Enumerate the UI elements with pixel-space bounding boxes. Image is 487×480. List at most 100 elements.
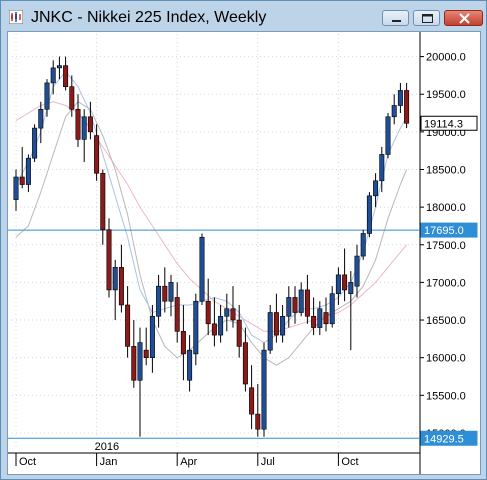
candle-body (94, 135, 100, 174)
candle (385, 113, 391, 159)
candle-body (360, 233, 366, 257)
y-tick-label: 20000.0 (426, 52, 466, 64)
y-tick-label: 16000.0 (426, 353, 466, 365)
candle-body (230, 308, 236, 321)
moving-average-mid-line (15, 101, 408, 366)
candle-body (255, 413, 261, 430)
candle-body (205, 300, 211, 325)
candlestick-chart[interactable]: 20000.019500.019000.018500.018000.017500… (8, 32, 480, 474)
candle (317, 301, 323, 336)
price-label-box (420, 430, 478, 446)
candle-body (304, 289, 310, 317)
candle-body (25, 157, 31, 185)
candle (106, 218, 112, 298)
x-tick-label: Jan (100, 456, 118, 468)
y-tick-label: 16500.0 (426, 315, 466, 327)
candle-body (69, 86, 75, 110)
candle-body (335, 274, 341, 294)
candle-body (180, 331, 186, 355)
candle-body (218, 315, 224, 336)
chart-area[interactable]: 20000.0 19500.0 19000.0 18500.0 18000.0 17500… (7, 31, 481, 475)
maximize-button[interactable] (413, 10, 440, 26)
candle-body (100, 172, 106, 231)
title-bar[interactable]: JNKC - Nikkei 225 Index, Weekly (1, 1, 486, 31)
candle-body (342, 274, 348, 291)
candle-body (168, 282, 174, 302)
candle (342, 248, 348, 302)
candle-body (118, 267, 124, 306)
candle-body (385, 116, 391, 155)
candle (267, 304, 273, 354)
candle-body (242, 342, 248, 385)
candle (156, 274, 162, 328)
candle-body (286, 297, 292, 317)
candle (348, 271, 354, 351)
y-tick-label: 17500.0 (426, 240, 466, 252)
price-label: 17695.0 (424, 225, 464, 237)
candle (304, 274, 310, 324)
candle (230, 286, 236, 328)
candle-body (13, 176, 19, 200)
candle-body (211, 323, 217, 336)
candle-body (38, 108, 44, 129)
candle-body (149, 315, 155, 358)
candle-body (106, 229, 112, 291)
candle (236, 304, 242, 358)
year-label: 2016 (95, 441, 119, 453)
candle-body (292, 297, 298, 313)
minimize-button[interactable] (382, 10, 409, 26)
candle-body (311, 315, 317, 328)
candle (255, 384, 261, 437)
chart-app-icon (9, 10, 23, 24)
candle (273, 293, 279, 343)
candle (199, 233, 205, 305)
candle (118, 244, 124, 313)
candle-body (261, 349, 267, 430)
candle (149, 304, 155, 373)
candle-body (112, 267, 118, 291)
candle (286, 286, 292, 328)
candle (187, 335, 193, 392)
candle-body (199, 236, 205, 302)
candle (174, 282, 180, 343)
candle-body (143, 349, 149, 358)
candle (63, 56, 69, 91)
candle-body (131, 346, 137, 381)
candle (397, 82, 403, 114)
moving-average-slow-line (15, 101, 407, 332)
candle (335, 267, 341, 305)
price-label: 14929.5 (424, 433, 464, 445)
candle-body (329, 293, 335, 325)
candle (131, 320, 137, 388)
candle (137, 327, 143, 437)
candle (360, 229, 366, 260)
candle (143, 327, 149, 366)
candle (162, 267, 168, 313)
x-tick-label: Apr (180, 456, 197, 468)
candle-body (56, 65, 62, 69)
candle-body (354, 255, 360, 287)
candle (56, 56, 62, 80)
candle-body (391, 105, 397, 118)
candle (50, 60, 56, 95)
candle-body (379, 154, 385, 182)
candle (205, 278, 211, 336)
candle (32, 124, 38, 162)
y-tick-label: 15500.0 (426, 390, 466, 402)
candle-body (125, 304, 131, 347)
candle-body (267, 312, 273, 351)
candle-body (193, 300, 199, 355)
candle (168, 274, 174, 317)
close-button[interactable] (444, 10, 483, 26)
candle-body (187, 349, 193, 381)
y-tick-label: 18500.0 (426, 164, 466, 176)
candle-body (348, 282, 354, 294)
candle (193, 293, 199, 366)
candle-body (366, 195, 372, 234)
window-title: JNKC - Nikkei 225 Index, Weekly (31, 9, 267, 26)
minimize-icon (392, 20, 401, 22)
candle-body (323, 312, 329, 325)
candle (280, 304, 286, 343)
candle (211, 297, 217, 347)
y-tick-label: 19500.0 (426, 89, 466, 101)
